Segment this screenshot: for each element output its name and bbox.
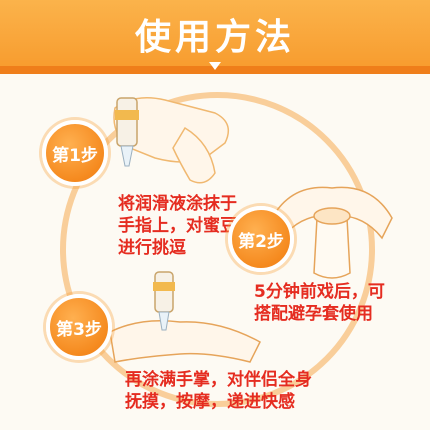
step1-illustration (113, 97, 230, 184)
step1-badge: 第1步 (42, 120, 108, 186)
step3-badge: 第3步 (46, 294, 112, 360)
page-title: 使用方法 (134, 17, 295, 58)
step3-description: 再涂满手掌，对伴侣全身 抚摸，按摩，递进快感 (125, 369, 312, 413)
step2-badge: 第2步 (228, 206, 294, 272)
step-circle-ring (60, 92, 375, 407)
step2-illustration (271, 186, 393, 279)
step3-line2: 抚摸，按摩，递进快感 (125, 392, 295, 412)
step1-line2: 手指上，对蜜豆 (118, 216, 237, 236)
step2-description: 5分钟前戏后，可 搭配避孕套使用 (254, 281, 385, 325)
step3-line1: 再涂满手掌，对伴侣全身 (125, 370, 312, 390)
step3-illustration (109, 271, 261, 363)
step2-line1: 5分钟前戏后，可 (254, 282, 385, 302)
step2-line2: 搭配避孕套使用 (254, 304, 373, 324)
chevron-down-icon (209, 62, 221, 70)
step1-description: 将润滑液涂抹于 手指上，对蜜豆 进行挑逗 (118, 193, 237, 259)
step1-line1: 将润滑液涂抹于 (118, 194, 237, 214)
header-banner: 使用方法 (0, 0, 430, 74)
step1-line3: 进行挑逗 (118, 238, 186, 258)
header-bottom-bar (0, 66, 430, 74)
